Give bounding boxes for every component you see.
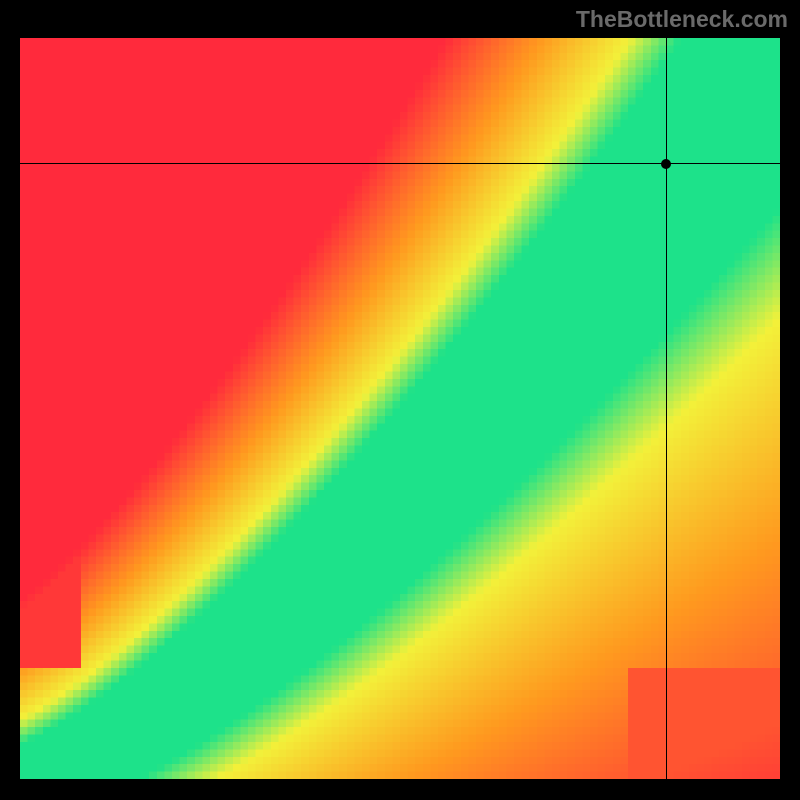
chart-container: TheBottleneck.com xyxy=(0,0,800,800)
plot-area xyxy=(20,38,780,779)
crosshair-marker[interactable] xyxy=(661,159,671,169)
crosshair-vertical xyxy=(666,38,667,779)
watermark-text: TheBottleneck.com xyxy=(576,6,788,33)
